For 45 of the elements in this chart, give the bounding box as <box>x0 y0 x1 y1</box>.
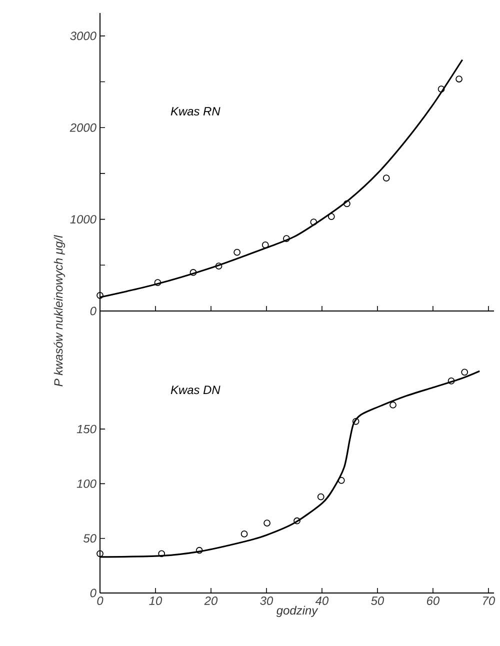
y-tick-label: 2000 <box>70 123 96 132</box>
point <box>456 76 462 82</box>
point <box>382 174 390 182</box>
point <box>96 292 104 299</box>
point <box>344 200 350 208</box>
y-tick-label: 0 <box>90 588 96 598</box>
point <box>438 86 445 93</box>
x-tick-label: 60 <box>426 596 440 605</box>
x-tick-label: 30 <box>260 596 274 605</box>
y-tick-label: 1000 <box>70 215 96 224</box>
point <box>390 402 396 408</box>
point <box>158 550 166 558</box>
point <box>310 218 318 226</box>
x-tick-label: 10 <box>149 596 162 605</box>
x-tick-label: 0 <box>97 596 104 605</box>
point <box>317 493 324 500</box>
point <box>262 242 269 248</box>
annotation: Kwas RN <box>170 107 220 116</box>
point <box>240 530 248 538</box>
point <box>328 213 335 220</box>
point <box>338 476 345 484</box>
point <box>215 262 222 270</box>
point <box>154 279 162 286</box>
y-tick-label: 100 <box>76 479 96 488</box>
point <box>448 378 455 384</box>
point <box>234 248 241 256</box>
x-tick-label: 20 <box>204 596 218 605</box>
annotation: Kwas DN <box>170 386 220 394</box>
point <box>264 520 270 526</box>
x-axis-title: godziny <box>276 606 318 617</box>
x-tick-label: 40 <box>315 596 329 605</box>
y-tick-label: 50 <box>83 534 96 543</box>
point <box>294 517 300 524</box>
y-tick-label: 0 <box>90 306 96 316</box>
point <box>190 269 197 276</box>
y-tick-label: 3000 <box>70 32 96 40</box>
point <box>96 550 104 558</box>
point <box>196 546 203 554</box>
point <box>461 368 468 376</box>
y-tick-label: 150 <box>76 424 96 434</box>
point <box>352 418 360 425</box>
x-tick-label: 70 <box>483 596 495 605</box>
y-axis-title: P kwasów nukleinowych μg/l <box>54 235 66 386</box>
point <box>283 235 290 242</box>
x-tick-label: 50 <box>371 596 384 605</box>
